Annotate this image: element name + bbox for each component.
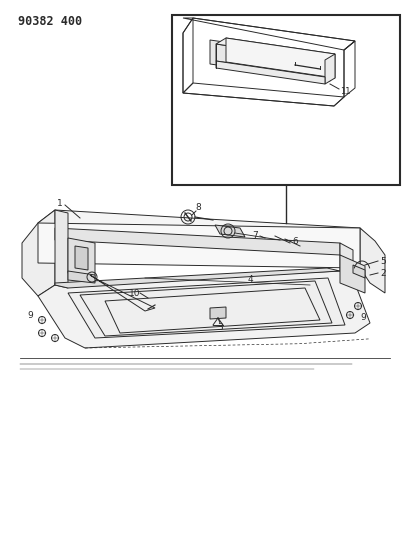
Polygon shape xyxy=(340,255,365,293)
Polygon shape xyxy=(22,210,55,296)
Polygon shape xyxy=(360,228,385,293)
Polygon shape xyxy=(38,271,370,348)
Text: 90382 400: 90382 400 xyxy=(18,15,82,28)
Text: 9: 9 xyxy=(27,311,33,320)
Polygon shape xyxy=(55,210,68,288)
Polygon shape xyxy=(68,271,95,283)
Text: 5: 5 xyxy=(380,256,386,265)
Polygon shape xyxy=(38,223,360,268)
Polygon shape xyxy=(55,228,340,255)
Text: 1: 1 xyxy=(57,198,63,207)
Polygon shape xyxy=(215,225,245,237)
Polygon shape xyxy=(68,278,345,338)
Polygon shape xyxy=(210,40,330,81)
Text: 11: 11 xyxy=(340,86,350,95)
Polygon shape xyxy=(340,243,353,278)
Text: 10: 10 xyxy=(129,288,141,297)
Text: 8: 8 xyxy=(195,204,201,213)
Polygon shape xyxy=(353,265,365,278)
Text: 3: 3 xyxy=(217,324,223,333)
Polygon shape xyxy=(75,246,88,270)
Polygon shape xyxy=(68,238,95,278)
Polygon shape xyxy=(210,307,226,319)
Polygon shape xyxy=(216,61,325,84)
Text: 6: 6 xyxy=(292,237,298,246)
Text: 2: 2 xyxy=(380,269,386,278)
Text: 7: 7 xyxy=(252,230,258,239)
Bar xyxy=(172,15,400,185)
Polygon shape xyxy=(216,38,335,60)
Polygon shape xyxy=(226,38,335,78)
Text: 4: 4 xyxy=(247,276,253,285)
Text: 9: 9 xyxy=(360,313,366,322)
Polygon shape xyxy=(55,268,340,288)
Polygon shape xyxy=(325,54,335,84)
Polygon shape xyxy=(38,210,370,239)
